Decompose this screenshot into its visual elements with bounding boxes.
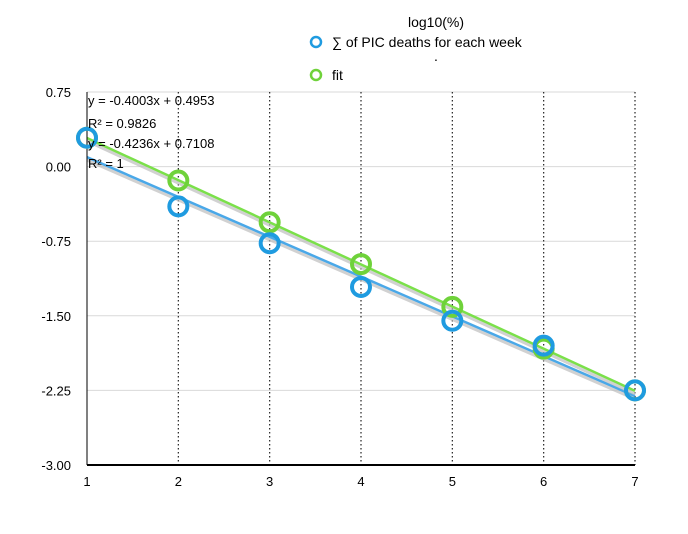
data-points <box>76 126 646 402</box>
annotations: y = -0.4003x + 0.4953 R² = 0.9826 y = -0… <box>88 93 214 171</box>
axes: 0.75 0.00 -0.75 -1.50 -2.25 -3.00 1 2 3 4 5 6 7 <box>41 85 638 489</box>
x-tick-label: 6 <box>540 474 547 489</box>
trendline-shadow <box>86 139 636 396</box>
data-point-series-2 <box>167 169 190 192</box>
equation-1: y = -0.4003x + 0.4953 <box>88 93 214 108</box>
y-tick-label: -3.00 <box>41 458 71 473</box>
x-tick-label: 7 <box>631 474 638 489</box>
x-tick-label: 5 <box>449 474 456 489</box>
data-point-series-2 <box>258 211 281 234</box>
legend: log10(%) ∑ of PIC deaths for each week f… <box>309 14 523 83</box>
y-tick-label: 0.75 <box>46 85 71 100</box>
legend-label-series-1: ∑ of PIC deaths for each week <box>332 34 523 50</box>
data-point-series-1 <box>532 334 555 357</box>
data-point-series-2 <box>350 253 372 276</box>
data-point-series-1 <box>350 275 372 298</box>
x-tick-label: 1 <box>83 474 90 489</box>
r-squared-1: R² = 0.9826 <box>88 116 156 131</box>
y-tick-label: -0.75 <box>41 234 71 249</box>
y-tick-label: -2.25 <box>41 383 71 398</box>
data-point-series-1 <box>624 379 646 402</box>
legend-dot: . <box>434 48 438 64</box>
r-squared-2: R² = 1 <box>88 156 124 171</box>
grid <box>87 91 636 465</box>
data-point-series-1 <box>76 126 98 149</box>
data-point-series-2 <box>441 295 464 318</box>
legend-marker-series-1 <box>309 35 323 49</box>
legend-marker-series-2 <box>309 68 323 82</box>
y-tick-label: 0.00 <box>46 160 71 175</box>
x-tick-label: 3 <box>266 474 273 489</box>
x-tick-label: 2 <box>175 474 182 489</box>
trendline-series-2 <box>86 136 636 392</box>
y-tick-label: -1.50 <box>41 309 71 324</box>
data-point-series-1 <box>258 232 281 255</box>
legend-label-series-2: fit <box>332 67 343 83</box>
data-point-series-1 <box>167 195 190 218</box>
x-tick-label: 4 <box>357 474 364 489</box>
equation-2: y = -0.4236x + 0.7108 <box>88 136 214 151</box>
chart-title: log10(%) <box>408 14 464 30</box>
data-point-series-1 <box>441 309 464 332</box>
